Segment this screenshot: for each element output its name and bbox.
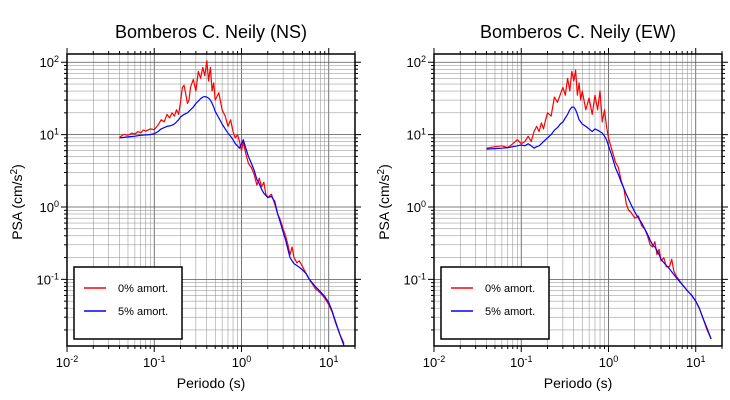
legend-label-0: 0% amort. [118,283,168,295]
legend: 0% amort. 5% amort. [440,266,550,340]
legend-label-1: 5% amort. [118,306,168,318]
x-axis-label: Periodo (s) [177,375,245,391]
tick-base: 10 [407,55,421,70]
chart-ns: Bomberos C. Neily (NS) Periodo (s) PSA (… [9,22,361,391]
series-line-1 [119,96,345,347]
tick-base: 10 [40,128,54,143]
tick-base: 10 [407,200,421,215]
y-tick-label: 10-1 [404,271,426,287]
y-tick-label: 102 [40,54,59,70]
x-tick-label: 101 [686,354,705,370]
y-axis-label-close: ) [376,164,392,169]
tick-base: 10 [56,355,70,370]
tick-exponent: 0 [54,199,59,209]
tick-exponent: 0 [421,199,426,209]
tick-base: 10 [599,355,613,370]
tick-exponent: -1 [418,271,426,281]
legend-box [73,266,183,340]
tick-exponent: 1 [700,354,705,364]
series-line-1 [486,106,712,340]
tick-exponent: 0 [613,354,618,364]
tick-base: 10 [686,355,700,370]
x-tick-label: 100 [232,354,251,370]
y-tick-label: 100 [40,199,59,215]
tick-base: 10 [40,55,54,70]
chart-title: Bomberos C. Neily (NS) [115,22,307,42]
tick-exponent: 1 [333,354,338,364]
legend-label-1: 5% amort. [485,306,535,318]
tick-base: 10 [510,355,524,370]
y-axis-label: PSA (cm/s2) [9,164,26,240]
tick-exponent: 1 [54,127,59,137]
tick-exponent: -1 [51,271,59,281]
chart-title: Bomberos C. Neily (EW) [480,22,676,42]
tick-base: 10 [407,128,421,143]
tick-base: 10 [232,355,246,370]
tick-exponent: -2 [437,354,445,364]
y-axis-label-sup: 2 [376,168,387,174]
plot-frame [433,53,723,347]
y-tick-label: 10-1 [37,271,59,287]
tick-base: 10 [404,272,418,287]
tick-base: 10 [319,355,333,370]
legend-box [440,266,550,340]
x-tick-label: 10-2 [56,354,78,370]
tick-base: 10 [423,355,437,370]
y-tick-label: 101 [40,127,59,143]
y-axis-label-sup: 2 [9,168,20,174]
x-tick-label: 10-1 [510,354,532,370]
x-tick-label: 100 [599,354,618,370]
chart-ew: Bomberos C. Neily (EW) Periodo (s) PSA (… [376,22,728,391]
tick-exponent: -1 [524,354,532,364]
tick-base: 10 [37,272,51,287]
series-group [119,60,345,347]
tick-base: 10 [40,200,54,215]
y-axis-label-main: PSA (cm/s [376,174,392,239]
tick-base: 10 [143,355,157,370]
series-group [486,69,712,340]
y-tick-label: 101 [407,127,426,143]
tick-exponent: 2 [421,54,426,64]
tick-exponent: -1 [157,354,165,364]
tick-exponent: 0 [246,354,251,364]
legend: 0% amort. 5% amort. [73,266,183,340]
tick-exponent: 1 [421,127,426,137]
plot-frame [66,53,356,347]
series-line-0 [119,60,345,344]
y-tick-label: 102 [407,54,426,70]
y-axis-label: PSA (cm/s2) [376,164,393,240]
y-axis-label-main: PSA (cm/s [9,174,25,239]
tick-exponent: 2 [54,54,59,64]
x-tick-label: 10-1 [143,354,165,370]
x-tick-label: 10-2 [423,354,445,370]
series-line-0 [486,69,712,340]
x-tick-label: 101 [319,354,338,370]
tick-exponent: -2 [70,354,78,364]
y-axis-label-close: ) [9,164,25,169]
x-axis-label: Periodo (s) [544,375,612,391]
y-tick-label: 100 [407,199,426,215]
legend-label-0: 0% amort. [485,283,535,295]
